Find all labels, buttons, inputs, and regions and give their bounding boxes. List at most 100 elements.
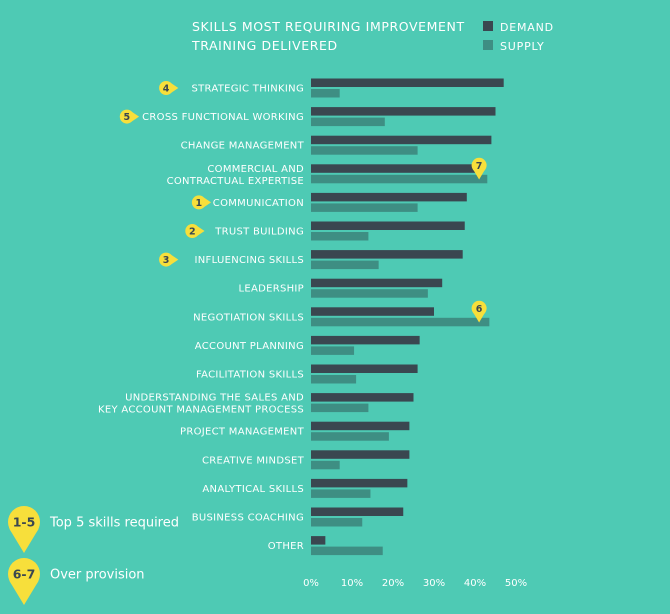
rank-badge: 1: [191, 195, 212, 210]
rank-badge-pointer: [169, 82, 179, 94]
supply-bar: [311, 260, 379, 270]
category-label-line: CONTRACTUAL EXPERTISE: [167, 176, 304, 187]
supply-bar: [311, 375, 357, 384]
key-description: Over provision: [50, 568, 145, 583]
legend-demand-swatch: [483, 21, 493, 31]
over-provision-badge-label: 7: [476, 161, 483, 172]
category-labels: STRATEGIC THINKING CROSS FUNCTIONAL WORKI…: [98, 84, 305, 553]
category-label: LEADERSHIP: [238, 284, 304, 295]
demand-bar: [311, 307, 434, 316]
key-item: 1-5 Top 5 skills required: [8, 506, 179, 553]
chart-title-line-1: SKILLS MOST REQUIRING IMPROVEMENT: [192, 19, 465, 34]
demand-bar: [311, 221, 465, 230]
over-provision-badge-label: 6: [476, 304, 483, 315]
category-label: CREATIVE MINDSET: [202, 455, 305, 466]
demand-bar: [311, 393, 414, 402]
category-label: OTHER: [268, 541, 304, 552]
key-badge-label: 6-7: [13, 567, 36, 582]
category-label: COMMERCIAL AND CONTRACTUAL EXPERTISE: [167, 164, 304, 187]
over-provision-badge: 7: [471, 157, 487, 180]
badge-key: 1-5 Top 5 skills required 6-7 Over provisio…: [8, 506, 179, 605]
supply-bar: [311, 518, 363, 527]
rank-badge-pointer: [130, 111, 140, 123]
rank-badge: 4: [159, 81, 179, 95]
demand-bar: [311, 450, 410, 459]
demand-bar: [311, 335, 420, 345]
supply-bar: [311, 203, 418, 212]
key-badge-label: 1-5: [13, 515, 36, 530]
category-label: INFLUENCING SKILLS: [195, 255, 304, 266]
rank-badge-circle: [119, 109, 134, 124]
supply-bar: [311, 146, 418, 155]
legend-demand-label: DEMAND: [500, 21, 554, 34]
bars: [311, 78, 504, 556]
over-provision-badge: 6: [471, 300, 487, 323]
supply-bar: [311, 174, 488, 184]
x-tick-label: 30%: [423, 578, 445, 589]
supply-bar: [311, 232, 369, 241]
category-label-line: UNDERSTANDING THE SALES AND: [125, 393, 304, 404]
supply-bar: [311, 289, 428, 298]
legend-supply-swatch: [483, 40, 493, 50]
rank-badge: 5: [119, 109, 140, 124]
demand-bar: [311, 135, 492, 145]
rank-badge-circle: [185, 224, 200, 238]
over-provision-badge-circle: [471, 300, 487, 316]
category-label: BUSINESS COACHING: [192, 513, 304, 524]
rank-badge-label: 1: [196, 198, 203, 209]
demand-bar: [311, 478, 408, 488]
rank-badge: 3: [159, 252, 179, 267]
legend-supply-label: SUPPLY: [500, 40, 545, 53]
x-tick-label: 50%: [505, 578, 527, 589]
over-provision-badge-circle: [471, 157, 487, 173]
demand-bar: [311, 421, 410, 431]
supply-bar: [311, 432, 389, 441]
demand-bar: [311, 164, 475, 173]
supply-bar: [311, 403, 369, 413]
rank-badge-label: 5: [123, 112, 130, 123]
category-label: UNDERSTANDING THE SALES AND KEY ACCOUNT M…: [98, 393, 304, 416]
x-tick-label: 20%: [382, 578, 404, 589]
rank-badge-circle: [159, 81, 174, 95]
demand-bar: [311, 107, 496, 116]
x-tick-label: 10%: [341, 578, 363, 589]
over-provision-badge-pointer: [473, 169, 486, 180]
rank-badge-pointer: [196, 225, 205, 237]
category-label: FACILITATION SKILLS: [196, 370, 304, 381]
demand-bar: [311, 278, 443, 288]
rank-badge-label: 2: [189, 227, 196, 238]
rank-badge-circle: [159, 252, 174, 267]
chart-title-line-2: TRAINING DELIVERED: [191, 38, 338, 53]
demand-bar: [311, 536, 326, 545]
category-label: CROSS FUNCTIONAL WORKING: [142, 112, 304, 123]
supply-bar: [311, 489, 371, 498]
category-label: COMMUNICATION: [213, 198, 304, 209]
rank-badge-circle: [191, 195, 206, 210]
key-item: 6-7 Over provision: [8, 558, 145, 605]
x-tick-label: 0%: [303, 578, 319, 589]
demand-bar: [311, 507, 404, 516]
category-label-line: COMMERCIAL AND: [207, 164, 304, 175]
rank-badge-pointer: [202, 196, 212, 208]
category-label: ACCOUNT PLANNING: [195, 341, 304, 352]
supply-bar: [311, 546, 383, 556]
category-label: STRATEGIC THINKING: [191, 84, 304, 95]
supply-bar: [311, 346, 355, 355]
key-description: Top 5 skills required: [49, 516, 179, 531]
rank-badge-pointer: [169, 254, 179, 266]
key-badge-pointer: [9, 529, 39, 553]
rank-badge-label: 4: [163, 84, 170, 95]
category-label: PROJECT MANAGEMENT: [180, 427, 305, 438]
category-label: CHANGE MANAGEMENT: [181, 141, 305, 152]
category-label: TRUST BUILDING: [214, 227, 304, 238]
rank-badges: 1 2 3 4 5 7 6: [119, 81, 487, 323]
demand-bar: [311, 78, 504, 87]
supply-bar: [311, 117, 385, 127]
demand-bar: [311, 250, 463, 259]
supply-bar: [311, 317, 490, 327]
x-tick-label: 40%: [464, 578, 486, 589]
category-label: NEGOTIATION SKILLS: [193, 312, 304, 323]
over-provision-badge-pointer: [473, 312, 486, 323]
rank-badge: 2: [185, 224, 205, 238]
